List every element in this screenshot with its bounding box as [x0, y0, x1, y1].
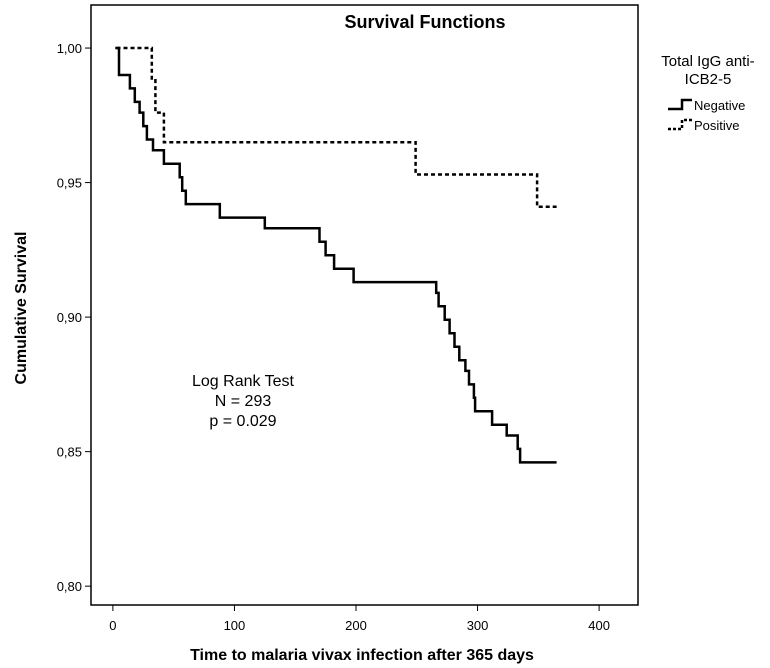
legend-swatch-negative — [668, 98, 692, 111]
y-axis: 0,80 0,85 0,90 0,95 1,00 — [57, 41, 91, 594]
legend-title-line-2: ICB2-5 — [685, 71, 732, 88]
annotation-line-2: N = 293 — [215, 393, 272, 410]
legend-swatch-positive — [668, 118, 692, 131]
x-tick-label: 100 — [224, 618, 246, 633]
log-rank-annotation: Log Rank Test N = 293 p = 0.029 — [192, 373, 295, 430]
series-positive-line — [116, 46, 557, 209]
chart-title: Survival Functions — [344, 12, 505, 32]
y-tick-label: 0,90 — [57, 310, 82, 325]
legend-label-negative: Negative — [694, 98, 745, 113]
x-tick-label: 200 — [345, 618, 367, 633]
legend-label-positive: Positive — [694, 118, 740, 133]
series-layer — [115, 46, 557, 464]
legend: Total IgG anti- ICB2-5 Negative Positive — [661, 53, 754, 133]
y-tick-label: 0,80 — [57, 579, 82, 594]
y-tick-label: 1,00 — [57, 41, 82, 56]
y-tick-label: 0,85 — [57, 445, 82, 460]
x-tick-label: 400 — [588, 618, 610, 633]
x-tick-label: 300 — [467, 618, 489, 633]
y-axis-title: Cumulative Survival — [13, 232, 30, 385]
series-negative-line — [115, 46, 557, 464]
x-axis-title: Time to malaria vivax infection after 36… — [190, 647, 534, 664]
y-tick-label: 0,95 — [57, 176, 82, 191]
legend-title-line-1: Total IgG anti- — [661, 53, 754, 70]
x-tick-label: 0 — [109, 618, 116, 633]
annotation-line-1: Log Rank Test — [192, 373, 295, 390]
x-axis: 0 100 200 300 400 — [109, 605, 610, 633]
plot-frame — [90, 4, 639, 606]
annotation-line-3: p = 0.029 — [209, 413, 276, 430]
